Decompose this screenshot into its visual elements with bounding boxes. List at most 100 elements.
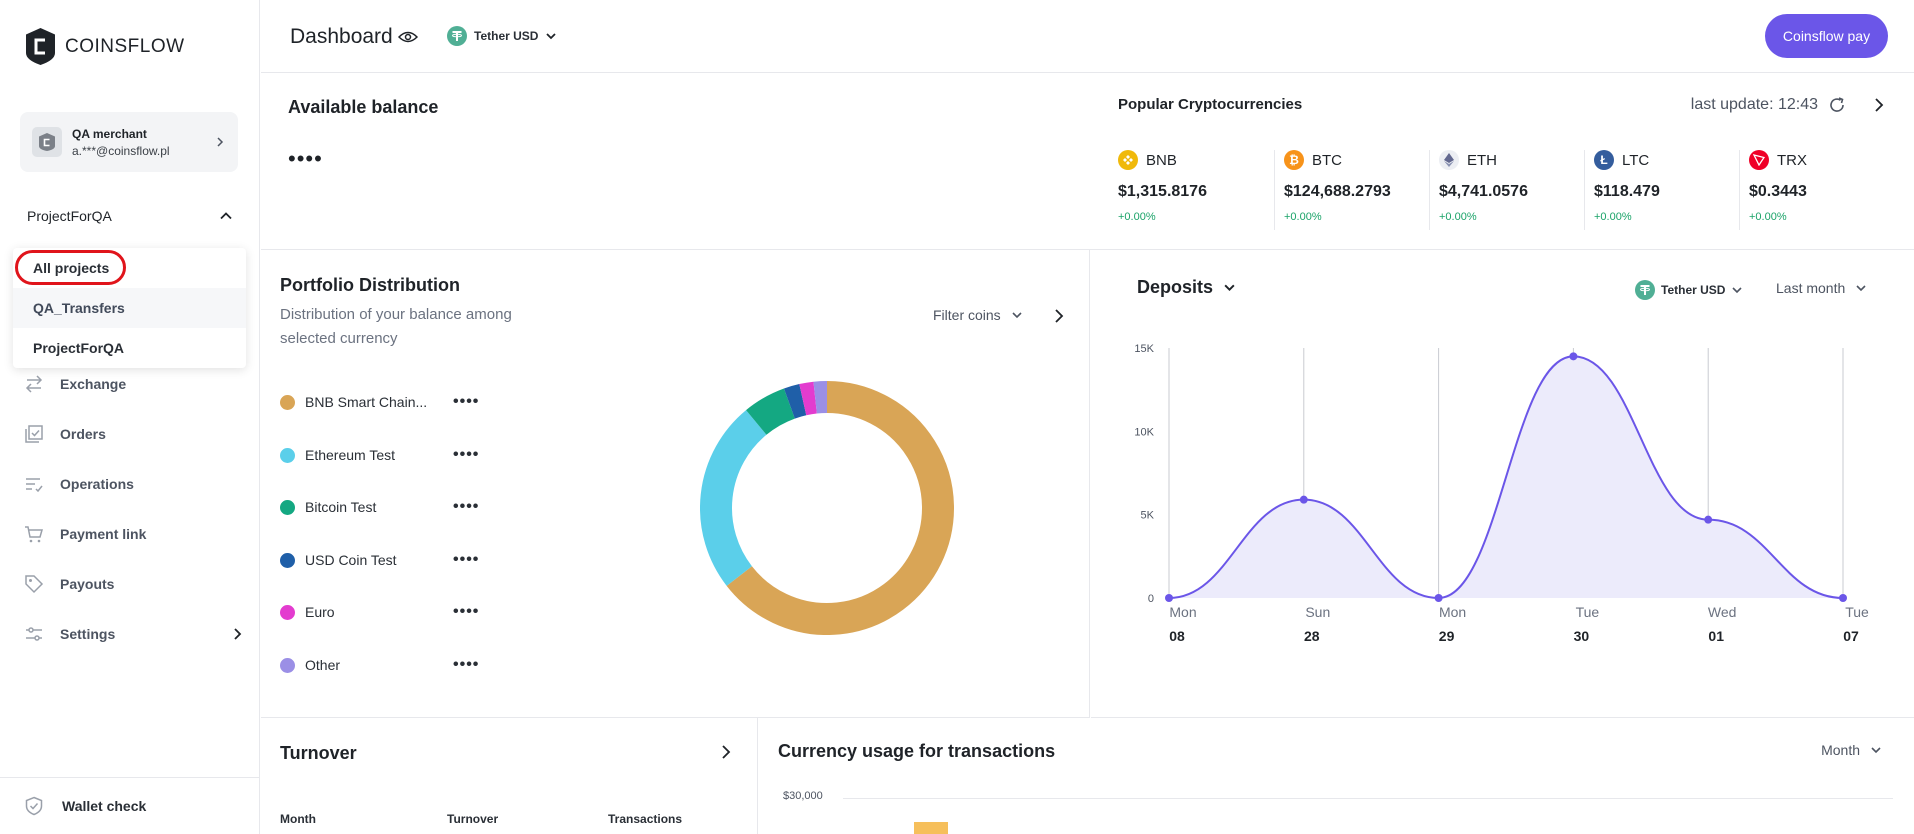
usage-period-selector[interactable]: Month [1821, 742, 1882, 758]
nav-item-orders[interactable]: Orders [24, 419, 244, 449]
crypto-symbol: TRX [1777, 151, 1807, 169]
data-point [1704, 515, 1713, 524]
portfolio-title: Portfolio Distribution [280, 275, 460, 295]
donut-slice [813, 381, 828, 414]
deposits-period-selector[interactable]: Last month [1776, 280, 1867, 296]
data-point [1569, 352, 1578, 361]
crypto-price: $124,688.2793 [1284, 183, 1391, 200]
nav-item-payouts[interactable]: Payouts [24, 569, 244, 599]
legend-name: Ethereum Test [305, 447, 396, 463]
crypto-card-btc[interactable]: ₿ BTC $124,688.2793 +0.00% [1274, 150, 1429, 230]
project-option-all[interactable]: All projects [13, 248, 246, 288]
legend-item: Bitcoin Test •••• [280, 498, 479, 516]
top-header: Dashboard Tether USD Coinsflow pay [261, 0, 1914, 73]
last-update-label: last update: 12:43 [1690, 96, 1818, 113]
crypto-symbol: ETH [1467, 151, 1497, 169]
currency-selector[interactable]: Tether USD [447, 26, 557, 46]
project-option-qa-transfers[interactable]: QA_Transfers [13, 288, 246, 328]
crypto-card-bnb[interactable]: BNB $1,315.8176 +0.00% [1118, 150, 1274, 230]
crypto-change: +0.00% [1439, 211, 1477, 223]
data-point [1434, 594, 1443, 602]
page-title: Dashboard [290, 25, 393, 48]
filter-coins-label: Filter coins [933, 307, 1001, 323]
legend-item: BNB Smart Chain... •••• [280, 393, 479, 411]
legend-value: •••• [453, 656, 480, 673]
project-option-projectforqa[interactable]: ProjectForQA [13, 328, 246, 368]
x-day-label: Tue [1845, 604, 1869, 620]
crypto-price: $118.479 [1594, 183, 1660, 200]
chevron-right-icon[interactable] [717, 743, 735, 761]
refresh-icon[interactable] [1828, 96, 1846, 114]
deposits-chart: 15K 10K 5K 0 Mon 08 Sun 28 Mon 29 Tue 30 Wed 01 Tue 07 [1134, 343, 1869, 644]
nav-item-settings[interactable]: Settings [24, 619, 244, 649]
merchant-email: a.***@coinsflow.pl [72, 143, 170, 158]
crypto-symbol: LTC [1622, 151, 1650, 169]
x-date-label: 08 [1169, 628, 1185, 644]
turnover-title: Turnover [280, 743, 357, 763]
donut-slice [783, 384, 807, 419]
chevron-down-icon [546, 33, 557, 40]
chevron-down-icon [1871, 747, 1881, 754]
crypto-card-ltc[interactable]: Ł LTC $118.479 +0.00% [1584, 150, 1739, 230]
legend-dot [280, 552, 295, 568]
crypto-card-trx[interactable]: TRX $0.3443 +0.00% [1739, 150, 1894, 230]
x-date-label: 30 [1574, 628, 1590, 644]
crypto-symbol: BNB [1146, 151, 1177, 169]
legend-dot [280, 657, 295, 673]
coinsflow-pay-button[interactable]: Coinsflow pay [1765, 14, 1888, 58]
balance-title: Available balance [288, 97, 439, 117]
chevron-right-icon [217, 137, 224, 147]
project-option-label: All projects [33, 260, 110, 276]
btc-icon: ₿ [1284, 150, 1304, 170]
ltc-icon: Ł [1594, 150, 1614, 170]
tether-icon [447, 26, 467, 46]
nav-item-label: Operations [60, 476, 134, 492]
merchant-name: QA merchant [72, 126, 147, 141]
nav-item-label: Payment link [60, 526, 147, 542]
nav-item-exchange[interactable]: Exchange [24, 369, 244, 399]
eth-icon [1439, 150, 1459, 170]
chevron-down-icon [1856, 285, 1866, 292]
legend-name: BNB Smart Chain... [305, 394, 428, 410]
nav-item-payment-link[interactable]: Payment link [24, 519, 244, 549]
logo[interactable]: COINSFLOW [24, 27, 185, 66]
filter-coins-dropdown[interactable]: Filter coins [933, 307, 1023, 323]
nav-item-operations[interactable]: Operations [24, 469, 244, 499]
legend-dot [280, 499, 295, 515]
x-day-label: Wed [1708, 604, 1737, 620]
data-point [1165, 594, 1173, 602]
legend-item: Ethereum Test •••• [280, 446, 479, 464]
balance-value: •••• [288, 146, 323, 171]
legend-value: •••• [453, 603, 480, 620]
deposits-currency-label: Tether USD [1661, 283, 1726, 297]
portfolio-donut-chart [700, 381, 954, 635]
x-day-label: Tue [1576, 604, 1600, 620]
donut-slice [746, 388, 796, 436]
chevron-down-icon [1732, 287, 1743, 294]
donut-slice [700, 410, 767, 586]
project-selector[interactable]: ProjectForQA [27, 208, 233, 224]
legend-dot [280, 394, 295, 410]
project-option-label: QA_Transfers [33, 300, 125, 316]
chevron-right-icon[interactable] [1050, 307, 1068, 325]
x-date-label: 07 [1843, 628, 1859, 644]
nav-item-label: Payouts [60, 576, 115, 592]
chevron-right-icon[interactable] [1870, 96, 1888, 114]
deposits-currency-selector[interactable]: Tether USD [1635, 280, 1743, 300]
popular-title: Popular Cryptocurrencies [1118, 96, 1303, 113]
deposits-dropdown[interactable]: Deposits [1137, 277, 1236, 298]
legend-dot [280, 447, 295, 463]
nav-item-label: Exchange [60, 376, 127, 392]
deposits-section: Deposits Tether USD Last month 15K 10K 5K 0… [1091, 250, 1914, 718]
turnover-section: Turnover Month Turnover Transactions [261, 718, 758, 834]
eye-icon[interactable] [398, 28, 418, 46]
wallet-check-link[interactable]: Wallet check [0, 777, 259, 834]
operations-icon [26, 478, 43, 493]
crypto-card-eth[interactable]: ETH $4,741.0576 +0.00% [1429, 150, 1584, 230]
deposits-period-label: Last month [1776, 280, 1846, 296]
coinsflow-logo-icon [26, 28, 55, 65]
merchant-card[interactable]: QA merchant a.***@coinsflow.pl [20, 112, 238, 172]
cart-icon [25, 526, 43, 543]
x-day-label: Mon [1169, 604, 1196, 620]
turnover-table-header: Month Turnover Transactions [280, 812, 720, 826]
